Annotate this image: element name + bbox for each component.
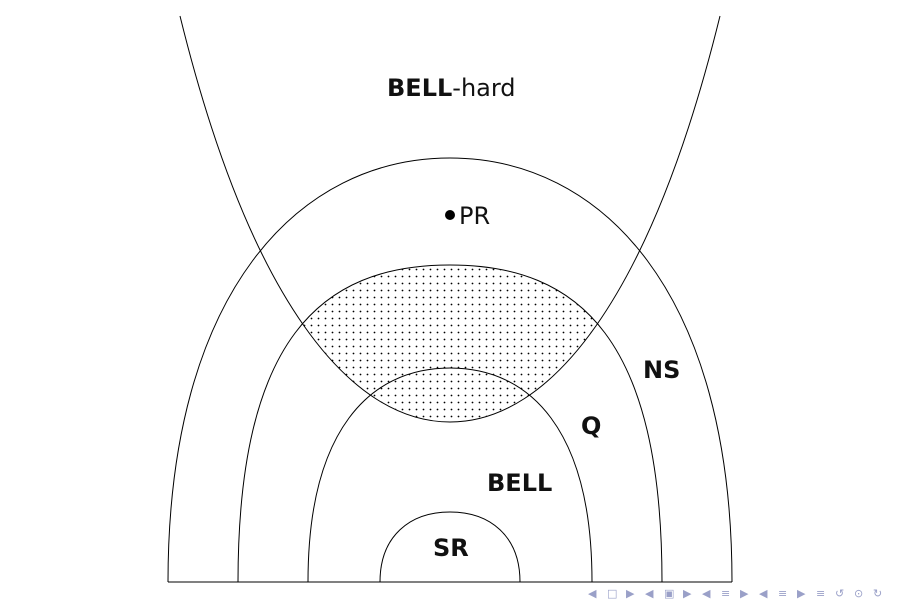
bellhard-label-bold: BELL — [387, 74, 452, 102]
nav-glyph[interactable]: ◀ — [702, 587, 711, 600]
nav-glyph[interactable]: ▶ — [740, 587, 749, 600]
q-boundary — [237, 264, 663, 583]
nav-glyph[interactable]: ◀ — [759, 587, 768, 600]
q-label: Q — [581, 412, 601, 440]
bellhard-boundary — [179, 15, 721, 423]
bell-boundary — [307, 367, 593, 583]
nav-glyph[interactable]: ≡ — [721, 587, 730, 600]
nav-glyph[interactable]: ↺ — [835, 587, 844, 600]
sr-boundary — [379, 511, 521, 583]
nav-glyph[interactable]: ≡ — [778, 587, 787, 600]
nav-glyph[interactable]: ⊙ — [854, 587, 863, 600]
bell-label: BELL — [487, 469, 552, 497]
nav-glyph[interactable]: ▶ — [626, 587, 635, 600]
dotted-region — [238, 265, 662, 422]
nav-glyph[interactable]: □ — [607, 587, 617, 600]
nav-glyph[interactable]: ◀ — [588, 587, 597, 600]
footer-nav[interactable]: ◀ □ ▶ ◀ ▣ ▶ ◀ ≡ ▶ ◀ ≡ ▶ ≡ ↺ ⊙ ↻ — [588, 587, 882, 600]
nav-glyph[interactable]: ≡ — [816, 587, 825, 600]
sr-label: SR — [433, 534, 469, 562]
ns-boundary — [167, 157, 733, 583]
pr-label: PR — [459, 202, 490, 230]
nav-glyph[interactable]: ▶ — [797, 587, 806, 600]
nav-glyph[interactable]: ▣ — [664, 587, 674, 600]
bellhard-label-suffix: -hard — [452, 74, 515, 102]
bellhard-label: BELL-hard — [387, 74, 516, 102]
ns-label: NS — [643, 356, 680, 384]
nav-glyph[interactable]: ↻ — [873, 587, 882, 600]
nav-glyph[interactable]: ◀ — [645, 587, 654, 600]
nav-glyph[interactable]: ▶ — [683, 587, 692, 600]
pr-point — [445, 210, 455, 220]
